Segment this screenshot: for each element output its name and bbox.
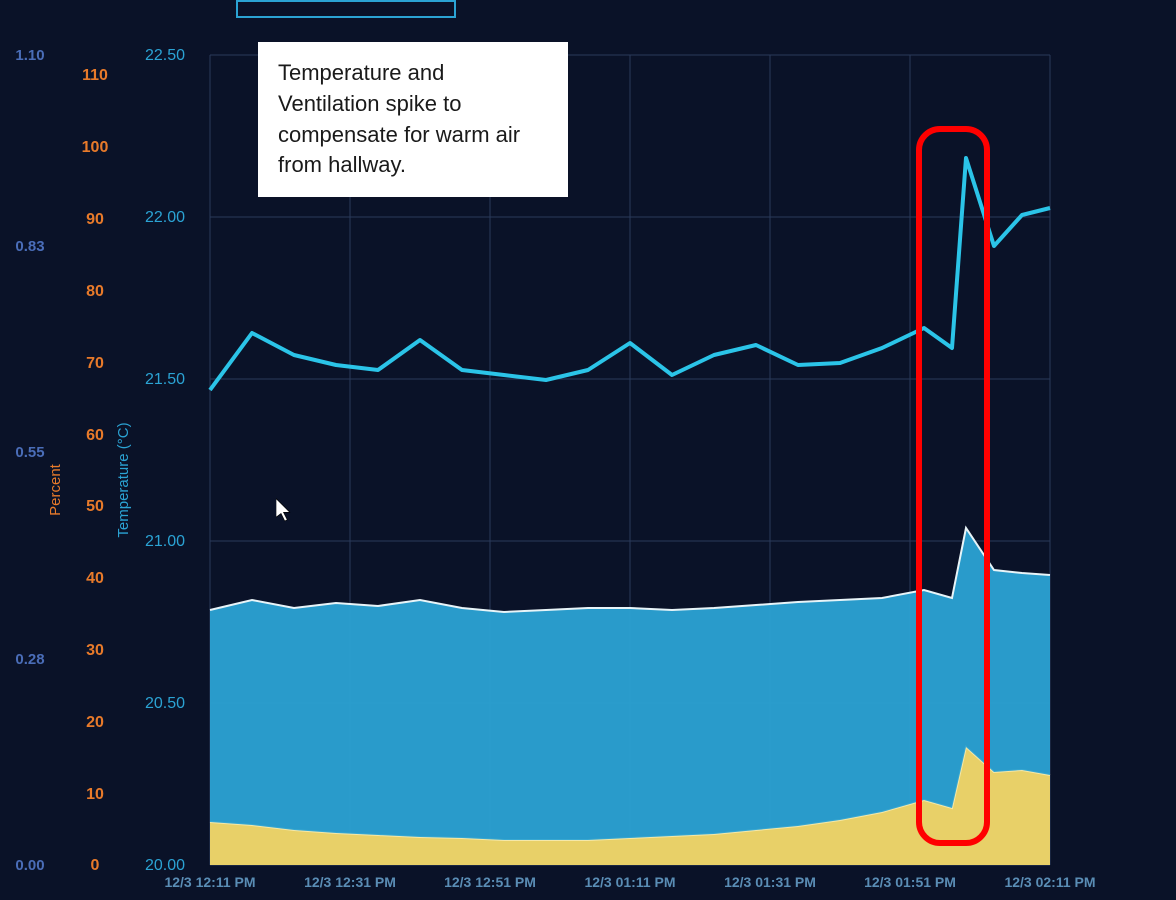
svg-text:12/3 01:31 PM: 12/3 01:31 PM	[724, 874, 816, 890]
svg-text:12/3 12:51 PM: 12/3 12:51 PM	[444, 874, 536, 890]
svg-text:12/3 02:11 PM: 12/3 02:11 PM	[1004, 874, 1095, 890]
svg-text:0.83: 0.83	[15, 238, 44, 255]
svg-text:70: 70	[86, 355, 104, 372]
svg-text:40: 40	[86, 570, 104, 587]
svg-text:12/3 12:31 PM: 12/3 12:31 PM	[304, 874, 396, 890]
svg-text:90: 90	[86, 211, 104, 228]
chart-svg: 20.00 20.50 21.00 21.50 22.00 22.50 Temperatur…	[0, 0, 1176, 900]
annotation-text: Temperature and Ventilation spike to com…	[278, 60, 520, 177]
svg-text:Percent: Percent	[47, 463, 64, 516]
svg-text:Temperature (°C): Temperature (°C)	[115, 422, 132, 537]
svg-text:12/3 12:11 PM: 12/3 12:11 PM	[164, 874, 255, 890]
svg-text:60: 60	[86, 427, 104, 444]
annotation-callout: Temperature and Ventilation spike to com…	[258, 42, 568, 197]
svg-text:0.28: 0.28	[15, 651, 44, 668]
svg-text:0: 0	[91, 857, 100, 874]
svg-text:20: 20	[86, 714, 104, 731]
svg-text:0.55: 0.55	[15, 444, 44, 461]
svg-text:50: 50	[86, 498, 104, 515]
svg-text:80: 80	[86, 283, 104, 300]
svg-text:22.00: 22.00	[145, 209, 185, 226]
svg-text:100: 100	[82, 139, 109, 156]
svg-text:20.00: 20.00	[145, 857, 185, 874]
svg-text:21.00: 21.00	[145, 533, 185, 550]
svg-text:10: 10	[86, 786, 104, 803]
svg-text:21.50: 21.50	[145, 371, 185, 388]
svg-text:0.00: 0.00	[15, 857, 44, 874]
svg-text:22.50: 22.50	[145, 47, 185, 64]
svg-text:30: 30	[86, 642, 104, 659]
svg-text:110: 110	[82, 67, 108, 84]
svg-text:12/3 01:51 PM: 12/3 01:51 PM	[864, 874, 956, 890]
svg-text:1.10: 1.10	[15, 47, 44, 64]
svg-text:12/3 01:11 PM: 12/3 01:11 PM	[584, 874, 675, 890]
svg-text:20.50: 20.50	[145, 695, 185, 712]
legend-box	[236, 0, 456, 18]
